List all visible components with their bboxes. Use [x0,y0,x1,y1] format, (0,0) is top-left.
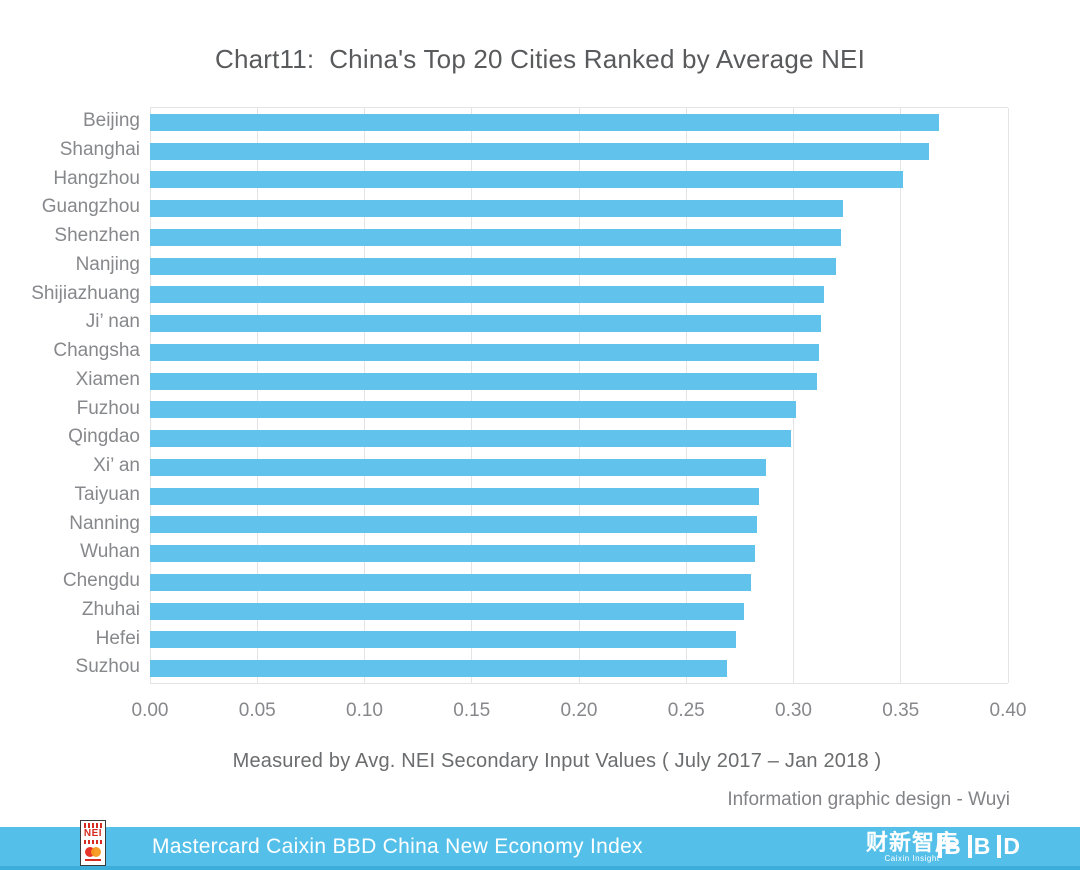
bar [150,458,766,476]
bar [150,142,929,160]
y-axis-label: Fuzhou [76,397,140,419]
x-tick-label: 0.20 [560,700,598,721]
bar [150,286,824,304]
bar [150,315,822,333]
y-axis-label: Hefei [95,627,140,649]
gridline [793,108,794,683]
y-axis-label: Zhuhai [81,598,140,620]
bar [150,171,903,189]
gridline [685,108,687,683]
x-tick-label: 0.10 [346,700,383,721]
design-credit: Information graphic design - Wuyi [727,789,1010,810]
x-tick-label: 0.15 [453,700,491,721]
x-tick-label: 0.00 [131,700,169,721]
y-axis-label: Ji’ nan [85,311,140,333]
bar [150,631,736,649]
bar [150,573,751,591]
y-axis-label: Wuhan [80,541,140,563]
bar [150,343,820,361]
bbd-logo-letter: B [938,835,961,858]
bar [150,228,841,246]
y-axis-label: Taiyuan [74,483,141,505]
bar [150,257,837,275]
bar [150,430,792,448]
gridline [578,108,580,683]
nei-logo-bars-icon [84,840,102,844]
y-axis-label: Suzhou [75,656,140,678]
footer-bottom-strip [0,866,1080,870]
y-axis-label: Changsha [53,340,140,361]
y-axis-label: Beijing [82,110,140,131]
bar [150,487,760,505]
footer-title: Mastercard Caixin BBD China New Economy … [152,835,643,858]
gridline [149,108,151,683]
gridline [471,108,473,683]
gridline [256,108,258,683]
y-axis-label: Shenzhen [54,225,140,246]
bar [150,200,843,218]
y-axis-label: Guangzhou [41,196,140,218]
axis-caption: Measured by Avg. NEI Secondary Input Val… [232,750,882,772]
y-axis-labels: Beijing Shanghai Hangzhou Guangzhou Shenzhen… [0,107,140,682]
gridline [1007,108,1009,683]
y-axis-label: Xiamen [75,368,140,390]
nei-logo-underline [85,859,101,861]
mastercard-icon [85,847,101,857]
mastercard-orange-circle-icon [91,847,101,857]
plot-area [149,107,1009,684]
gridline [364,108,365,683]
y-axis-label: Shijiazhuang [31,282,140,304]
x-tick-label: 0.05 [238,700,276,721]
y-axis-label: Qingdao [68,426,140,448]
x-tick-label: 0.25 [667,700,705,721]
bar [150,545,755,563]
nei-logo-text: NEI [83,828,103,839]
y-axis-label: Nanning [69,512,140,534]
bar [150,516,758,534]
nei-logo: NEI [80,820,106,866]
x-axis-labels: 0.00 0.05 0.10 0.15 0.20 0.25 0.30 0.35 0.40 [132,700,1027,726]
nei-logo-bars-icon [84,823,102,828]
x-tick-label: 0.35 [882,700,920,721]
chart-title: Chart11: China's Top 20 Cities Ranked by… [214,44,866,74]
x-tick-label: 0.40 [989,700,1027,721]
y-axis-label: Xi’ an [93,455,140,476]
x-tick-label: 0.30 [775,700,812,721]
mastercard-red-circle-icon [85,847,95,857]
bbd-logo-letter: D [997,835,1020,858]
footer-bar: NEI Mastercard Caixin BBD China New Econ… [0,820,1080,870]
y-axis-label: Shanghai [59,138,140,160]
y-axis-label: Nanjing [75,253,140,275]
gridline [900,108,902,683]
bar [150,660,727,678]
bbd-logo-letter: B [967,835,990,858]
bar [150,113,940,131]
y-axis-label: Chengdu [62,570,140,591]
y-axis-label: Hangzhou [53,167,140,189]
caixin-logo-subtext: Caixin Insight [884,854,940,863]
bar [150,602,745,620]
caixin-logo-text: 财新智库 [865,830,958,855]
bar [150,372,818,390]
caixin-insight-logo: 财新智库 Caixin Insight [865,830,958,864]
bar [150,401,796,419]
